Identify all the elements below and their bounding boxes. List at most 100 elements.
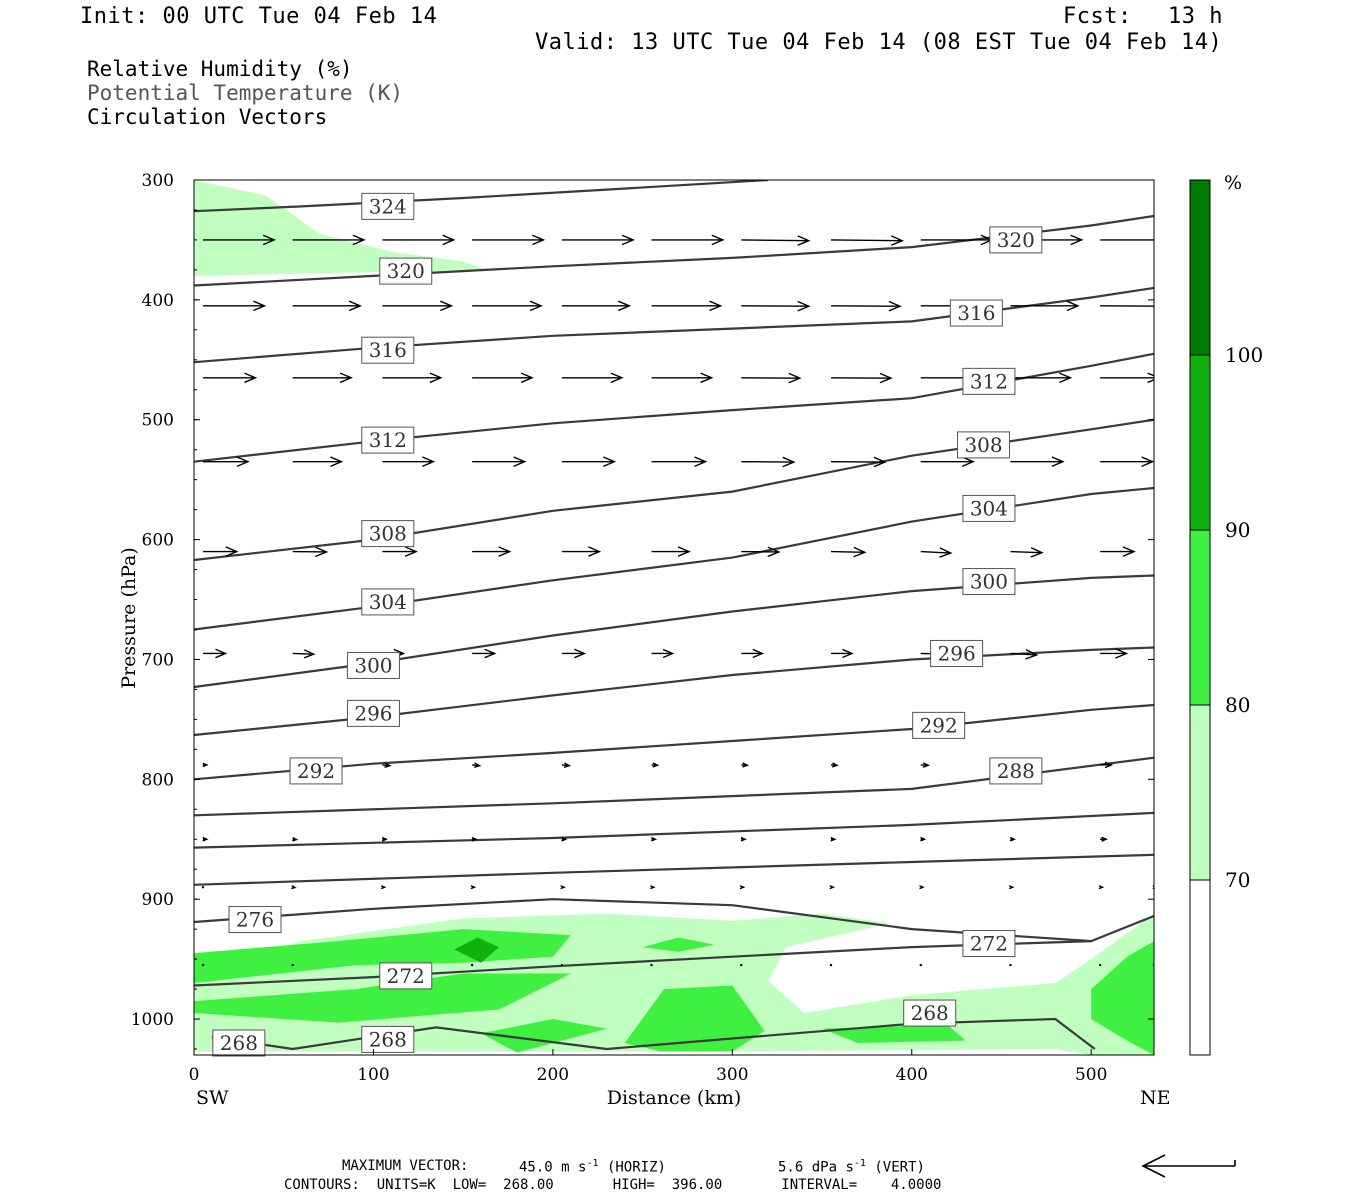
vector-head xyxy=(484,648,497,659)
legend-theta: Potential Temperature (K) xyxy=(87,81,404,105)
vector-head xyxy=(384,762,392,769)
circulation-vector xyxy=(472,762,482,769)
vector-head xyxy=(520,372,534,384)
contour-label-320: 320 xyxy=(387,259,425,283)
vector-head xyxy=(1115,648,1129,659)
colorbar-segment xyxy=(1189,354,1211,531)
circulation-vector xyxy=(292,372,353,384)
max-vector-vert: 5.6 dPa s-1 (VERT) xyxy=(778,1158,925,1176)
circulation-vector xyxy=(1152,885,1154,890)
circulation-vector xyxy=(202,762,209,768)
circulation-vector xyxy=(292,234,366,246)
colorbar: 70 80 90 100 xyxy=(1189,179,1263,1056)
contours-info: CONTOURS: UNITS=K LOW= 268.00 HIGH= 396.… xyxy=(284,1177,942,1193)
vector-head xyxy=(1104,761,1114,769)
rh-region-80 xyxy=(1091,941,1154,1055)
circulation-vector xyxy=(741,300,811,312)
vector-head xyxy=(888,300,902,312)
y-tick-label: 600 xyxy=(142,531,174,551)
vert-tag: (VERT) xyxy=(874,1159,925,1176)
vector-head xyxy=(830,836,837,842)
vector-head xyxy=(1030,547,1044,558)
circulation-vector xyxy=(472,456,527,467)
y-tick-label: 900 xyxy=(142,890,174,910)
circulation-vector xyxy=(1100,372,1154,384)
vector-head xyxy=(471,836,478,842)
valid-time: Valid: 13 UTC Tue 04 Feb 14 (08 EST Tue … xyxy=(535,30,1223,55)
vector-head xyxy=(767,546,781,558)
vector-head xyxy=(236,456,250,467)
plot-frame xyxy=(193,179,1155,1056)
vert-unit: dPa s xyxy=(811,1159,854,1176)
colorbar-segment xyxy=(1189,529,1211,706)
vector-head xyxy=(532,234,546,246)
vector-shaft xyxy=(741,239,809,242)
contour-label-308: 308 xyxy=(369,522,407,546)
rh-region-70 xyxy=(194,180,487,276)
vector-head xyxy=(560,885,566,890)
vector-head xyxy=(513,456,527,467)
contour-label-box xyxy=(228,906,282,934)
y-axis-title: Pressure (hPa) xyxy=(118,547,140,689)
vector-head xyxy=(621,234,635,246)
horiz-tag: (HORIZ) xyxy=(606,1159,666,1176)
circulation-vector xyxy=(202,372,258,384)
circulation-vector xyxy=(382,372,443,384)
vector-head xyxy=(797,235,811,246)
vector-head xyxy=(498,546,512,557)
circulation-vector xyxy=(1100,305,1154,307)
vector-head xyxy=(303,649,316,659)
vector-head xyxy=(873,456,887,468)
vector-head xyxy=(529,300,543,312)
circulation-vector xyxy=(740,836,747,842)
circulation-vector xyxy=(560,885,566,890)
max-vector-label: MAXIMUM VECTOR: xyxy=(342,1158,469,1174)
vector-head xyxy=(1160,235,1171,244)
vector-head xyxy=(292,836,299,842)
rh-region-90 xyxy=(454,937,499,963)
contour-label-300: 300 xyxy=(354,653,392,677)
circulation-vector xyxy=(651,300,723,312)
circulation-vector xyxy=(1154,547,1188,556)
contour-label-272: 272 xyxy=(387,964,425,988)
circulation-vector xyxy=(561,234,635,246)
vector-dot xyxy=(470,963,474,967)
vector-head xyxy=(1098,885,1105,890)
vector-dot xyxy=(650,963,653,967)
vector-head xyxy=(919,885,925,890)
contour-label-box xyxy=(361,426,415,454)
circulation-vector xyxy=(741,235,811,246)
vector-head xyxy=(262,234,277,246)
vector-head xyxy=(853,546,867,558)
vector-head xyxy=(215,648,228,659)
vert-exponent: -1 xyxy=(853,1158,866,1169)
circulation-vector xyxy=(741,546,781,558)
circulation-vector xyxy=(741,456,796,468)
legend-vectors: Circulation Vectors xyxy=(87,105,328,129)
vector-head xyxy=(1147,372,1154,384)
max-vector-horiz: 45.0 m s-1 (HORIZ) xyxy=(519,1158,666,1176)
vector-shaft xyxy=(292,652,314,655)
contour-label-304: 304 xyxy=(970,496,1008,520)
x-end-label-sw: SW xyxy=(196,1087,229,1109)
vector-head xyxy=(1122,546,1136,557)
forecast-label: Fcst: xyxy=(1063,4,1132,29)
circulation-vector xyxy=(741,762,750,768)
rh-region-80 xyxy=(624,985,765,1052)
circulation-vector xyxy=(292,546,329,558)
circulation-vector xyxy=(561,546,602,557)
theta-contour-296 xyxy=(194,646,1154,737)
vector-head xyxy=(291,884,297,890)
y-tick-label: 800 xyxy=(142,770,174,790)
circulation-vector xyxy=(1008,885,1015,890)
circulation-vector xyxy=(202,648,228,659)
vector-head xyxy=(742,762,750,768)
circulation-vector xyxy=(651,836,658,842)
circulation-vector xyxy=(472,234,546,246)
x-tick-label: 200 xyxy=(537,1065,569,1085)
circulation-vector xyxy=(1100,235,1171,244)
circulation-vector xyxy=(1009,836,1016,842)
vector-head xyxy=(470,885,477,890)
y-tick-label: 700 xyxy=(142,650,174,670)
colorbar-label-70: 70 xyxy=(1225,868,1250,892)
